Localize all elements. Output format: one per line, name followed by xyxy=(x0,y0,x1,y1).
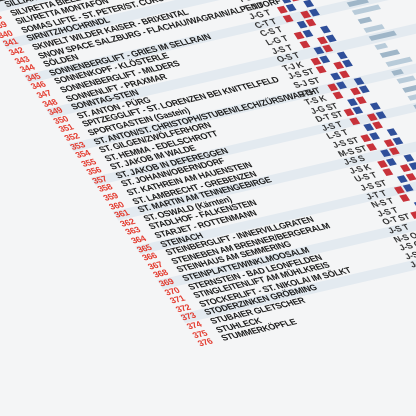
rows: 337SILLIAN/THURNTALER (Hochpustertal)J-G… xyxy=(0,0,416,349)
rating-box xyxy=(382,168,394,177)
rating-box xyxy=(399,194,411,203)
rating-box xyxy=(370,102,381,111)
rating-box xyxy=(410,211,416,220)
resort-list: S 337SILLIAN/THURNTALER (Hochpustertal)J… xyxy=(0,0,416,349)
rating-box xyxy=(403,153,415,162)
rating-box xyxy=(349,117,361,126)
stat-bar xyxy=(357,16,373,24)
stat-bar xyxy=(390,68,404,76)
stat-bar xyxy=(407,94,416,101)
stat-bar xyxy=(374,42,388,50)
rating-box xyxy=(319,25,331,34)
rating-box xyxy=(299,40,311,48)
resort-number: 376 xyxy=(195,336,215,349)
rating-box xyxy=(303,0,315,8)
rating-box xyxy=(353,76,365,85)
rating-box xyxy=(315,65,327,74)
rating-box xyxy=(386,128,398,137)
rating-box xyxy=(282,14,294,23)
rating-box xyxy=(336,51,348,60)
rating-box xyxy=(332,91,344,100)
